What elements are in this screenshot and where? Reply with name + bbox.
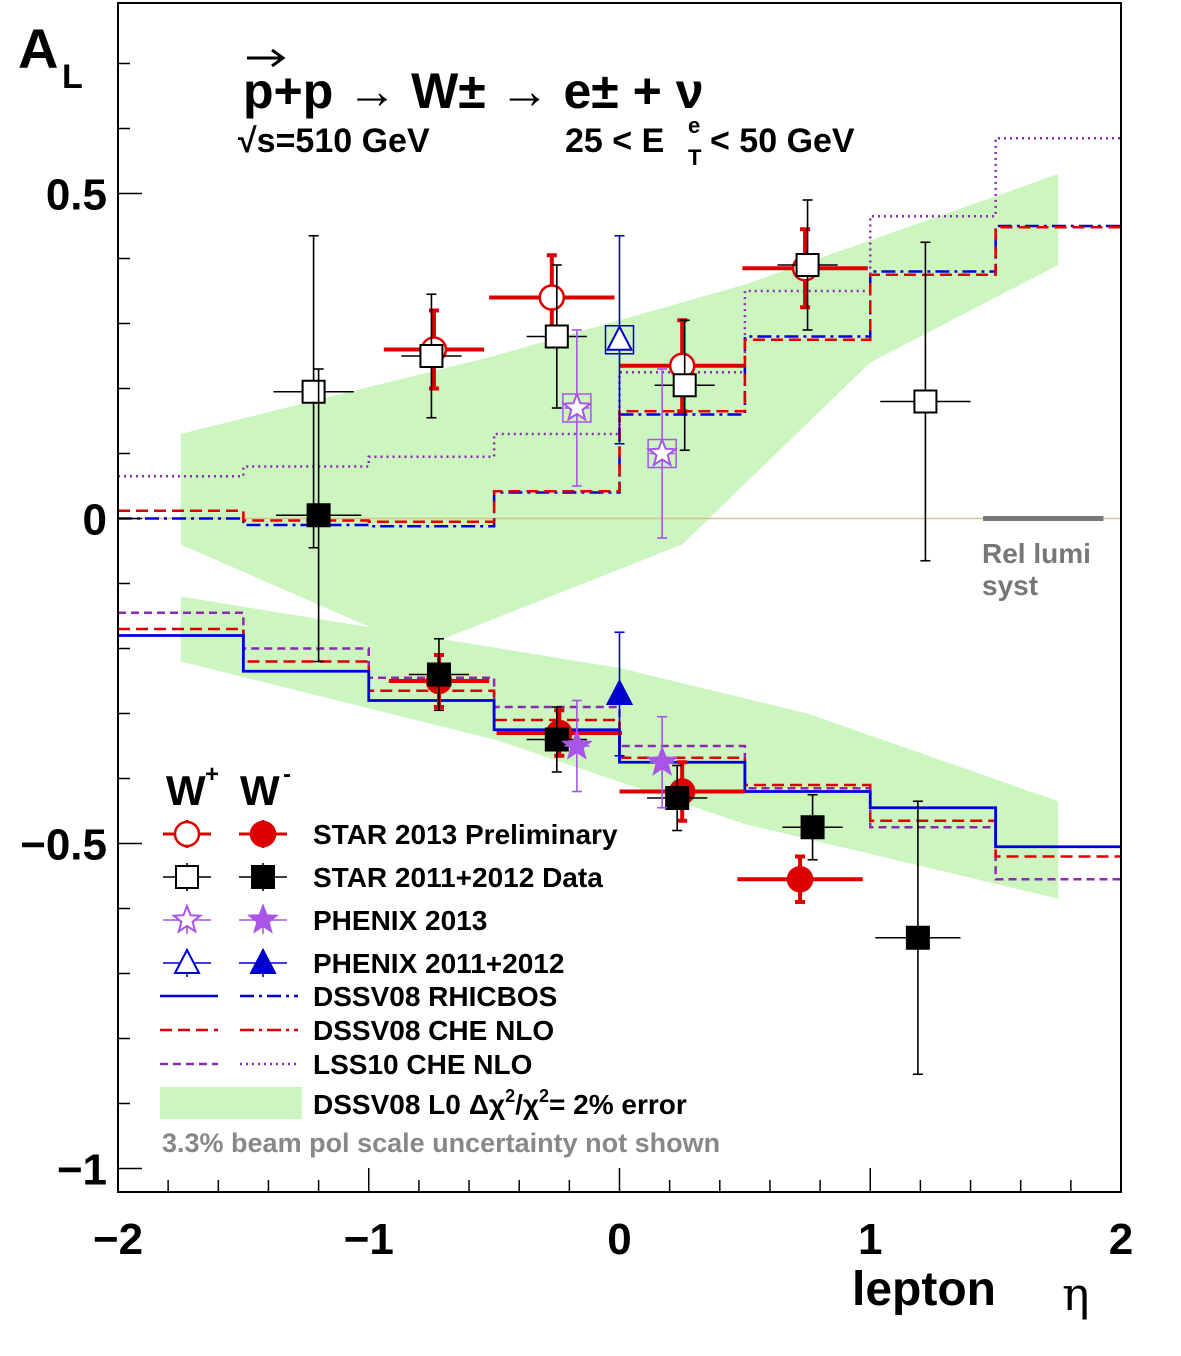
legend-label: PHENIX 2013 [313, 905, 487, 936]
legend-label: PHENIX 2011+2012 [313, 948, 564, 979]
data-point-4-1 [646, 436, 679, 468]
energy-label: √s=510 GeV [238, 122, 430, 160]
data-point-5-0 [560, 729, 593, 760]
legend-entry-6: LSS10 CHE NLO [160, 1049, 532, 1080]
legend-marker-open-square [175, 865, 199, 889]
y-axis-label-subscript: L [62, 58, 83, 96]
legend-entry-0: STAR 2013 Preliminary [163, 819, 618, 850]
chart-title: p+p → W± → e± + ν [243, 48, 704, 119]
x-tick-label: −1 [344, 1215, 394, 1264]
legend-header-wminus-sup: - [283, 761, 291, 788]
y-tick-label: −1 [57, 1146, 107, 1195]
y-axis-label: A [18, 17, 58, 80]
data-point-2-2 [544, 324, 569, 349]
legend-entry-4: DSSV08 RHICBOS [160, 981, 557, 1012]
curve-wminus-dssv-che [118, 627, 1121, 858]
data-point-4-0 [560, 391, 593, 422]
x-axis-label-symbol: η [1062, 1267, 1090, 1321]
data-point-2-1 [419, 344, 444, 368]
series-phenix-2011-2012-w- [605, 631, 634, 757]
data-point-1-3 [786, 866, 814, 893]
cut-label: 25 < E e T < 50 GeV [565, 113, 855, 170]
arrow-over-p-icon [247, 48, 286, 68]
data-point-3-3 [665, 786, 690, 810]
x-tick-label: 2 [1109, 1215, 1133, 1264]
data-point-3-1 [426, 662, 451, 687]
legend-label: LSS10 CHE NLO [313, 1049, 532, 1080]
x-tick-label: 1 [858, 1215, 882, 1264]
series-phenix-2013-w- [560, 699, 679, 809]
x-axis-label: lepton [852, 1263, 996, 1316]
data-point-3-0 [306, 503, 331, 528]
cut-label-tail: < 50 GeV [710, 122, 855, 160]
curve-wplus-dssv-che [118, 226, 1121, 523]
x-tick-label: −2 [93, 1215, 143, 1264]
cut-label-sup: e [688, 113, 700, 138]
data-point-2-0 [301, 379, 326, 404]
rel-lumi-label-1: Rel lumi [982, 538, 1091, 569]
legend-marker-filled-square [251, 865, 275, 889]
plot-frame [117, 2, 1122, 1193]
data-point-5-1 [646, 745, 679, 776]
legend-marker-filled-star [246, 903, 280, 934]
series-star-2011-2012-data-w- [273, 199, 971, 562]
legend-header-wminus: W [240, 767, 280, 814]
legend-label: STAR 2013 Preliminary [313, 819, 618, 850]
legend-entry-7 [160, 1087, 302, 1119]
footnote: 3.3% beam pol scale uncertainty not show… [162, 1128, 720, 1158]
legend: W + W - STAR 2013 Preliminary STAR 2011+2… [160, 761, 618, 1119]
data-point-2-5 [913, 389, 938, 414]
legend-label-band: DSSV08 L0 [313, 1089, 461, 1120]
axes-layer: −2 −1 0 1 2 −1 −0.5 0 0.5 [20, 2, 1133, 1264]
legend-label: DSSV08 RHICBOS [313, 981, 557, 1012]
y-tick-label: 0 [83, 496, 107, 545]
data-point-0-1 [538, 284, 566, 311]
cut-label-text: 25 < E [565, 122, 664, 160]
series-star-2011-2012-data-w- [275, 368, 961, 1076]
legend-label: STAR 2011+2012 Data [313, 862, 603, 893]
legend-swatch-band [160, 1087, 302, 1119]
title-text: p+p → W± → e± + ν [243, 63, 704, 119]
legend-entry-3: PHENIX 2011+2012 [163, 947, 564, 979]
legend-marker-filled-circle [249, 820, 277, 848]
legend-header-wplus-sup: + [205, 761, 219, 788]
data-point-2-3 [672, 373, 697, 398]
series-phenix-2013-w- [560, 329, 679, 539]
legend-entry-1: STAR 2011+2012 Data [163, 862, 603, 893]
data-point-3-5 [905, 925, 930, 950]
legend-header-wplus: W [166, 767, 206, 814]
legend-entry-5: DSSV08 CHE NLO [160, 1015, 554, 1046]
legend-marker-filled-triangle [249, 947, 277, 974]
legend-marker-open-triangle [173, 947, 201, 974]
cut-label-sub: T [688, 145, 702, 170]
legend-marker-open-circle [173, 820, 201, 848]
legend-label: DSSV08 CHE NLO [313, 1015, 554, 1046]
legend-marker-open-star [170, 903, 204, 934]
data-point-2-4 [795, 253, 820, 277]
legend-entry-2: PHENIX 2013 [163, 903, 487, 936]
legend-chi-prefix: DSSV08 L0 Δχ2/χ2= 2% error [313, 1086, 687, 1120]
data-points-layer [273, 199, 971, 1076]
data-point-6-0 [605, 324, 634, 351]
data-point-7-0 [605, 678, 634, 705]
data-point-3-2 [544, 727, 569, 752]
y-tick-label: 0.5 [46, 171, 107, 220]
series-phenix-2011-2012-w- [604, 234, 635, 445]
x-tick-label: 0 [607, 1215, 631, 1264]
rel-lumi-label-2: syst [982, 570, 1038, 601]
curve-wplus-dssv-rhicbos [118, 224, 1121, 528]
curve-wplus-lss10 [118, 137, 1121, 478]
data-point-3-4 [800, 815, 825, 840]
y-tick-label: −0.5 [20, 821, 107, 870]
